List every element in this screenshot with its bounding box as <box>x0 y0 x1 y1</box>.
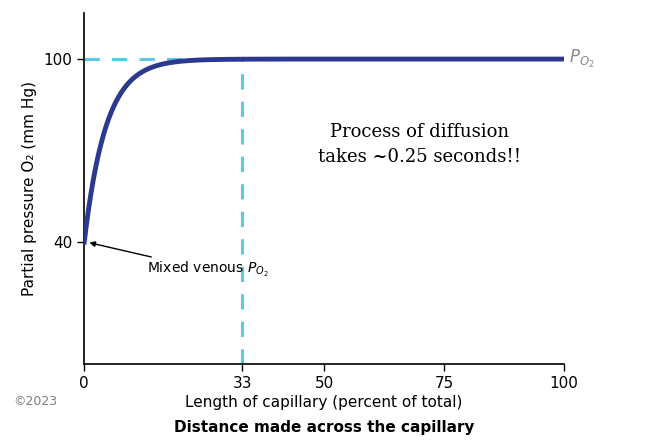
Text: Distance made across the capillary: Distance made across the capillary <box>174 420 474 435</box>
Text: Mixed venous $P_{O_2}$: Mixed venous $P_{O_2}$ <box>91 242 268 279</box>
Text: $P_{O_2}$: $P_{O_2}$ <box>568 48 594 70</box>
Y-axis label: Partial pressure O₂ (mm Hg): Partial pressure O₂ (mm Hg) <box>21 81 37 296</box>
X-axis label: Length of capillary (percent of total): Length of capillary (percent of total) <box>185 395 463 410</box>
Text: Process of diffusion
takes ~0.25 seconds!!: Process of diffusion takes ~0.25 seconds… <box>318 123 522 166</box>
Text: ©2023: ©2023 <box>13 396 57 408</box>
